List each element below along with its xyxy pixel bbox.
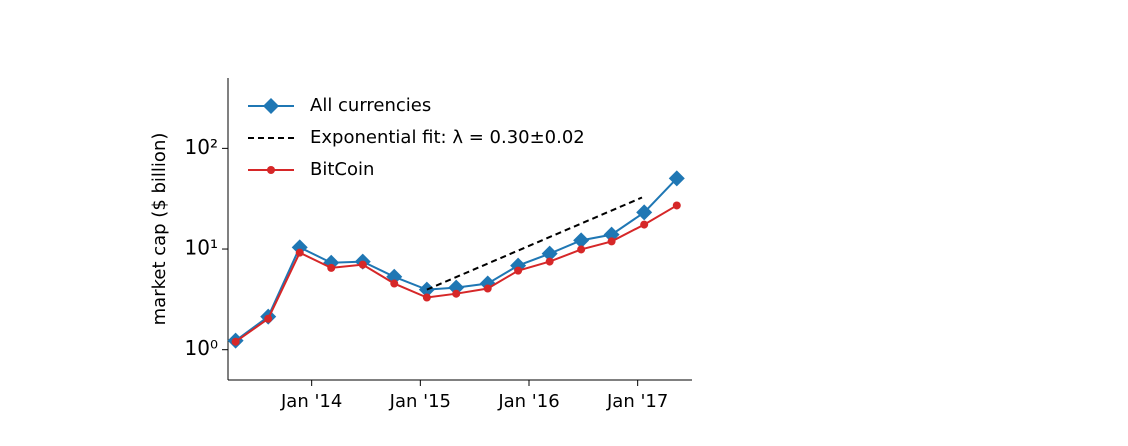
data-point (514, 266, 523, 275)
data-point (390, 279, 399, 288)
data-point (607, 237, 616, 246)
legend-marker (267, 166, 275, 174)
x-tick-label: Jan '16 (497, 391, 559, 412)
x-tick-label: Jan '15 (389, 391, 451, 412)
data-point (291, 239, 308, 256)
data-point (479, 275, 496, 292)
y-tick-label: 10⁰ (185, 336, 218, 360)
data-point (264, 314, 273, 323)
legend-marker (263, 98, 279, 114)
data-point (668, 170, 685, 187)
legend-label: BitCoin (310, 159, 374, 180)
y-tick-label: 10¹ (185, 236, 218, 260)
series-line (235, 177, 678, 342)
y-axis-label: market cap ($ billion) (149, 133, 170, 326)
data-point (448, 279, 465, 296)
data-point (672, 201, 681, 210)
data-point (231, 337, 240, 346)
legend-label: Exponential fit: λ = 0.30±0.02 (310, 127, 585, 148)
data-point (636, 204, 653, 221)
data-point (545, 257, 554, 266)
y-tick-label: 10² (185, 135, 218, 159)
data-point (327, 263, 336, 272)
x-tick-label: Jan '14 (280, 391, 342, 412)
data-point (483, 284, 492, 293)
series-line (235, 204, 678, 343)
x-tick-label: Jan '17 (606, 391, 668, 412)
data-point (541, 245, 558, 262)
data-point (422, 293, 431, 302)
data-point (358, 260, 367, 269)
data-point (640, 220, 649, 229)
legend-label: All currencies (310, 95, 431, 116)
data-point (295, 248, 304, 257)
data-point (452, 289, 461, 298)
data-point (573, 232, 590, 249)
data-point (577, 245, 586, 254)
series-line (426, 196, 643, 291)
